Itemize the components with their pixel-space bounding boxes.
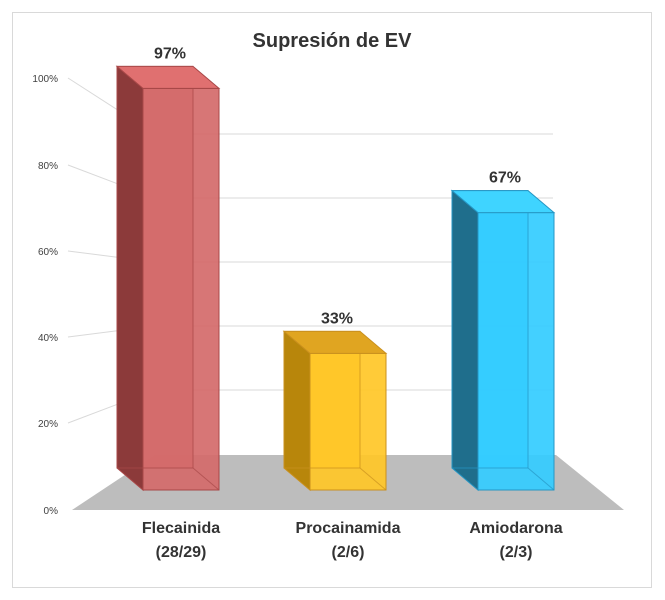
bar-3 xyxy=(450,189,556,492)
data-label: 33% xyxy=(321,310,353,327)
chart-title: Supresión de EV xyxy=(253,30,413,52)
category-label-count: (2/6) xyxy=(332,544,365,561)
category-label: Flecainida xyxy=(142,520,220,537)
y-tick-label: 60% xyxy=(38,247,58,258)
y-tick-label: 0% xyxy=(44,506,59,517)
bar-inner-edge xyxy=(359,467,387,491)
bar-inner-edge xyxy=(527,467,555,491)
bar-front-face xyxy=(477,212,555,491)
category-label-count: (28/29) xyxy=(156,544,207,561)
bar-top-face xyxy=(450,190,556,214)
category-label: Amiodarona xyxy=(469,520,562,537)
bar-side-face xyxy=(283,330,311,492)
y-tick-label: 20% xyxy=(38,419,58,430)
category-labels: Flecainida (28/29) Procainamida (2/6) Amioda… xyxy=(142,520,563,561)
bar-front-face xyxy=(309,352,387,491)
bar-2 xyxy=(282,330,388,492)
bar-front-face xyxy=(142,87,220,491)
bars xyxy=(115,65,556,492)
y-tick-label: 100% xyxy=(32,74,58,85)
bar-inner-edge xyxy=(192,467,220,491)
bar-top-face xyxy=(282,330,388,354)
bar-top-face xyxy=(115,65,221,89)
bar-side-face xyxy=(451,189,479,492)
y-tick-label: 40% xyxy=(38,333,58,344)
data-labels: 97% 33% 67% xyxy=(154,45,521,327)
y-axis-ticks: 0% 20% 40% 60% 80% 100% xyxy=(32,74,58,517)
data-label: 97% xyxy=(154,45,186,62)
bar-side-face xyxy=(116,65,144,492)
category-label-count: (2/3) xyxy=(500,544,533,561)
category-label: Procainamida xyxy=(296,520,401,537)
data-label: 67% xyxy=(489,170,521,187)
y-tick-label: 80% xyxy=(38,161,58,172)
bar-1 xyxy=(115,65,221,492)
